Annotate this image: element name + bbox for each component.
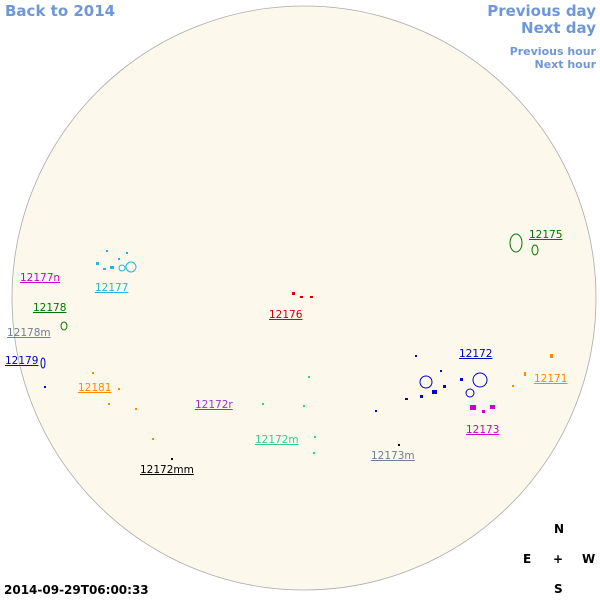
solar-disk (11, 5, 597, 591)
region-label: 12172mm (140, 464, 194, 476)
region-label: 12179 (5, 355, 39, 367)
region-label: 12177 (95, 282, 129, 294)
back-link[interactable]: Back to 2014 (5, 2, 116, 20)
sunspots (40, 233, 553, 460)
region-label: 12178 (33, 302, 67, 314)
next-day-link[interactable]: Next day (521, 19, 596, 37)
region-label: 12173 (466, 424, 500, 436)
previous-day-link[interactable]: Previous day (487, 2, 596, 20)
region-label: 12172 (459, 348, 493, 360)
region-label: 12176 (269, 309, 303, 321)
compass-north: N (554, 522, 565, 536)
compass-south: S (554, 582, 563, 596)
compass-east: E (523, 552, 532, 566)
timestamp: 2014-09-29T06:00:33 (4, 583, 149, 597)
region-label: 12172r (195, 399, 233, 411)
region-label: 12178m (7, 327, 51, 339)
region-label: 12181 (78, 382, 112, 394)
region-label: 12175 (529, 229, 563, 241)
compass-west: W (582, 552, 596, 566)
region-label: 12177n (20, 272, 61, 284)
next-hour-link[interactable]: Next hour (534, 58, 597, 71)
compass-center: + (553, 552, 564, 566)
previous-hour-link[interactable]: Previous hour (509, 45, 596, 58)
region-label: 12171 (534, 373, 568, 385)
region-label: 12172m (255, 434, 299, 446)
region-label: 12173m (371, 450, 415, 462)
